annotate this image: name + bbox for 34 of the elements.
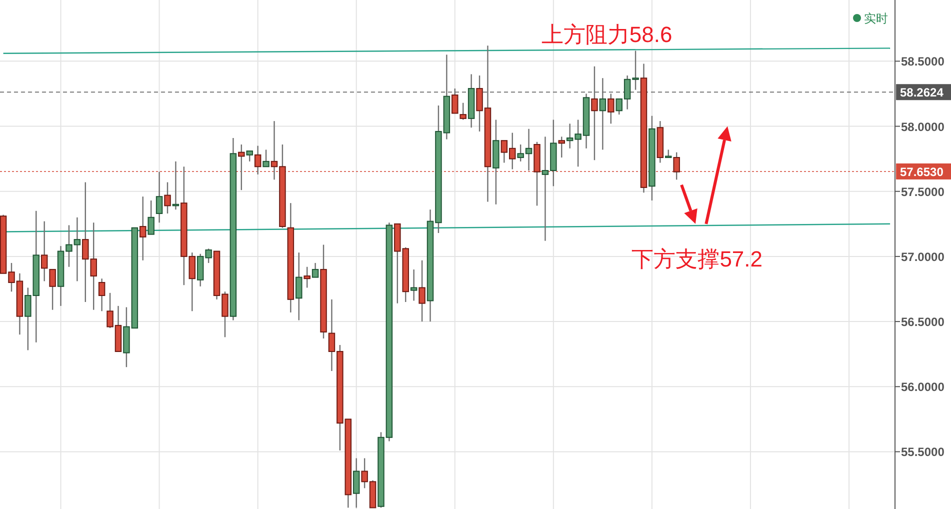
- y-tick-label: 56.5000: [901, 315, 945, 330]
- candlestick: [608, 93, 614, 124]
- candlestick: [312, 262, 319, 278]
- annotation: 下方支撑57.2: [632, 246, 763, 272]
- candlestick: [262, 149, 270, 168]
- y-tick-label: 58.0000: [901, 120, 945, 134]
- candlestick: [591, 66, 598, 161]
- candlestick: [418, 260, 426, 322]
- candlestick: [98, 278, 106, 312]
- candlestick: [140, 196, 146, 261]
- ref-line-label: 58.2624: [900, 86, 944, 100]
- candlestick: [558, 136, 566, 158]
- candlestick: [40, 220, 48, 282]
- candlestick: [49, 268, 56, 310]
- annotation: 实时: [864, 12, 888, 26]
- ref-line-label: 57.6530: [900, 164, 944, 179]
- annotation: 上方阻力58.6: [541, 22, 672, 48]
- y-tick-label: 55.5000: [901, 445, 945, 460]
- candlestick: [148, 200, 154, 235]
- candlestick: [164, 182, 171, 214]
- candlestick: [304, 266, 310, 288]
- y-tick-label: 57.0000: [901, 250, 945, 264]
- y-tick-label: 56.0000: [901, 380, 945, 394]
- candlestick: [296, 252, 302, 321]
- candlestick: [156, 171, 163, 224]
- candlestick: [410, 268, 418, 302]
- candlestick: [452, 88, 458, 114]
- candlestick: [172, 160, 180, 210]
- y-tick-label: 57.5000: [901, 184, 945, 199]
- candlestick: [246, 150, 253, 162]
- candlestick: [460, 102, 466, 120]
- candlestick: [599, 78, 606, 150]
- candlestick: [352, 458, 360, 508]
- y-tick-label: 58.5000: [901, 54, 945, 69]
